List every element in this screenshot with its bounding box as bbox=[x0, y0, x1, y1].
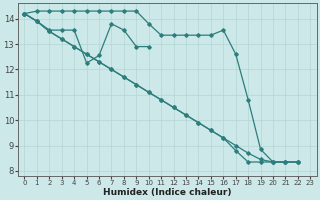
X-axis label: Humidex (Indice chaleur): Humidex (Indice chaleur) bbox=[103, 188, 232, 197]
